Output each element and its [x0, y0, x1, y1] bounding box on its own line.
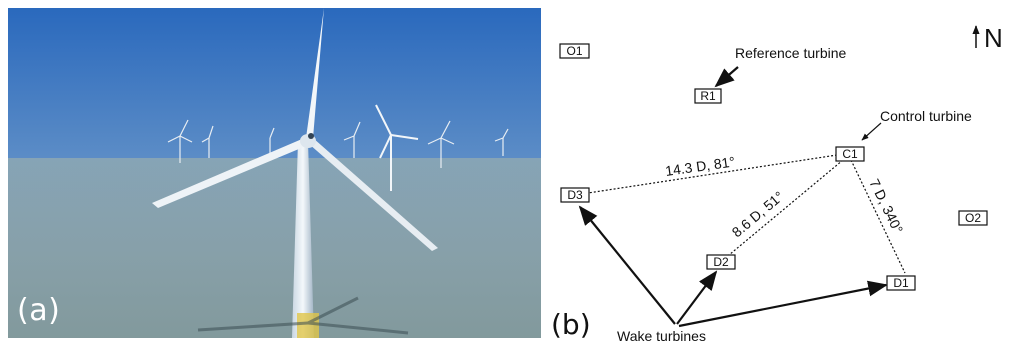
wake-arrow-d3: [578, 205, 676, 325]
wake-turbines-label: Wake turbines: [617, 328, 706, 344]
panel-b-label: (b): [551, 308, 591, 341]
turbine-d2: D2: [706, 254, 736, 270]
control-turbine-label: Control turbine: [880, 108, 972, 124]
reference-turbine-label: Reference turbine: [735, 45, 847, 61]
svg-text:D2: D2: [713, 255, 729, 269]
svg-text:O1: O1: [566, 44, 582, 58]
photo-illustration: [8, 8, 541, 338]
distance-label-c1-d3: 14.3 D, 81°: [664, 153, 736, 179]
turbine-r1: R1: [694, 88, 722, 104]
turbine-d3: D3: [560, 187, 590, 203]
wind-farm-photo: [8, 8, 541, 338]
north-arrow: N: [972, 23, 1003, 53]
turbine-o1: O1: [559, 43, 590, 59]
wake-arrow-d1: [678, 280, 888, 328]
panel-a-label: (a): [17, 293, 61, 328]
turbine-d1: D1: [886, 275, 916, 291]
svg-text:O2: O2: [965, 211, 981, 225]
mid-turbine: [375, 104, 419, 191]
reference-pointer: [714, 66, 739, 88]
line-c1-d1: [850, 159, 906, 274]
distance-lines: [587, 154, 906, 274]
svg-text:R1: R1: [700, 89, 716, 103]
svg-text:D1: D1: [893, 276, 909, 290]
control-pointer: [861, 122, 882, 141]
distance-label-c1-d1: 7 D, 340°: [866, 176, 906, 236]
turbine-shadow: [197, 296, 409, 335]
line-c1-d3: [587, 154, 838, 194]
turbine-c1: C1: [835, 146, 865, 162]
north-label: N: [984, 23, 1003, 53]
svg-text:D3: D3: [567, 188, 583, 202]
foreground-turbine: [152, 8, 438, 338]
svg-text:C1: C1: [842, 147, 858, 161]
line-c1-d2: [728, 159, 844, 256]
wake-arrow-d2: [676, 270, 718, 325]
wake-arrows: [578, 205, 888, 328]
turbine-o2: O2: [958, 210, 988, 226]
